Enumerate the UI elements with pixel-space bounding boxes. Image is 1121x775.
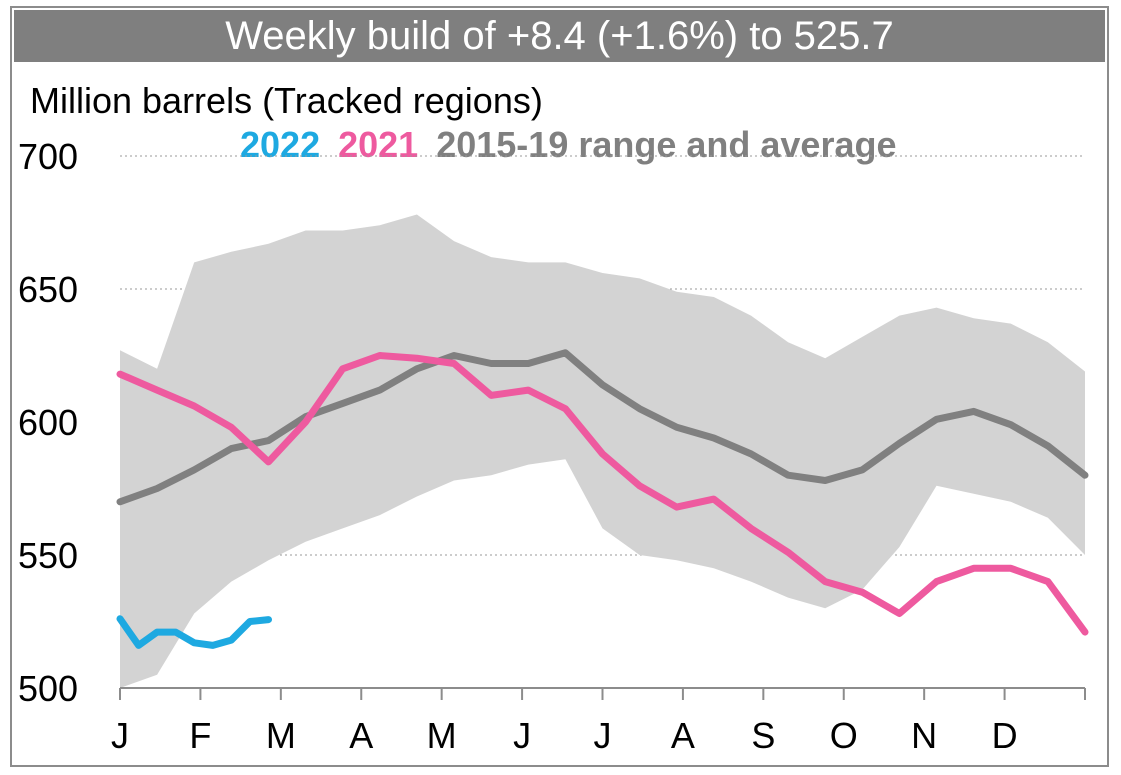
series-2021-line (116, 352, 1089, 636)
legend-2022: 2022 (240, 124, 321, 165)
x-tick-label: M (266, 715, 296, 756)
x-tick-label: J (513, 715, 531, 756)
x-tick-label: J (111, 715, 129, 756)
y-tick-label: 700 (18, 136, 78, 177)
x-tick-label: J (594, 715, 612, 756)
series-average-line (116, 349, 1089, 506)
y-axis-label: Million barrels (Tracked regions) (30, 80, 543, 121)
y-tick-label: 500 (18, 668, 78, 709)
y-tick-label: 650 (18, 269, 78, 310)
legend-range: 2015-19 range and average (436, 124, 897, 165)
x-tick-label: M (427, 715, 457, 756)
y-tick-label: 550 (18, 535, 78, 576)
x-tick-label: A (671, 715, 695, 756)
legend-2021: 2021 (338, 124, 419, 165)
chart-title-banner: Weekly build of +8.4 (+1.6%) to 525.7 (14, 10, 1105, 62)
x-tick-label: F (189, 715, 211, 756)
series-2022-line (116, 615, 272, 649)
x-tick-label: O (830, 715, 858, 756)
x-tick-label: N (911, 715, 937, 756)
legend: 2022 2021 2015-19 range and average (240, 124, 904, 166)
x-tick-label: A (349, 715, 373, 756)
x-tick-label: D (992, 715, 1018, 756)
y-tick-label: 600 (18, 402, 78, 443)
x-tick-label: S (751, 715, 775, 756)
